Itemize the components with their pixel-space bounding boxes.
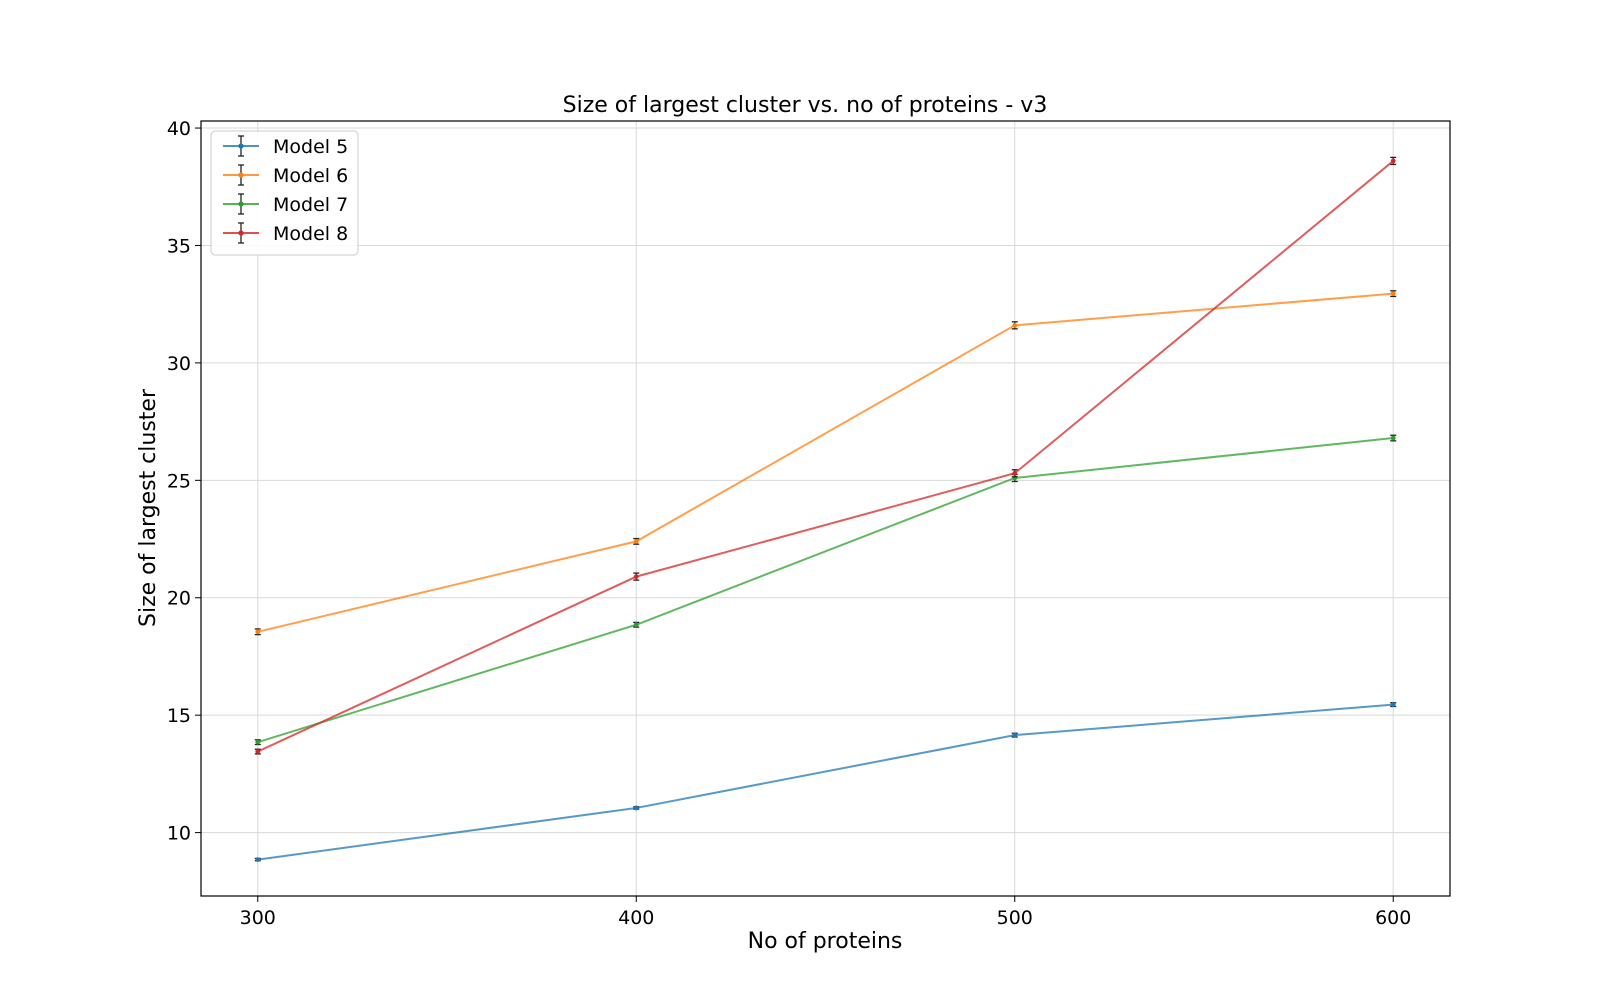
y-tick-label: 35	[167, 235, 191, 257]
data-point	[633, 538, 639, 544]
x-axis-label: No of proteins	[748, 929, 903, 954]
data-point	[633, 622, 639, 628]
data-point	[1012, 470, 1018, 476]
legend-item: Model 6	[223, 164, 348, 187]
plot-frame	[200, 120, 1451, 897]
y-axis-ticks: 10 15 20 25 30 35 40	[167, 118, 201, 845]
legend-label: Model 7	[273, 194, 348, 216]
legend-label: Model 6	[273, 165, 348, 187]
series-model-6	[254, 290, 1397, 636]
series-line	[257, 292, 1394, 633]
series-line	[257, 160, 1394, 753]
series-line	[257, 703, 1394, 861]
data-point	[633, 574, 639, 580]
data-point	[1012, 322, 1018, 328]
x-axis-ticks: 300 400 500 600	[240, 896, 1411, 929]
data-point	[1012, 732, 1018, 738]
data-point	[633, 805, 639, 811]
y-tick-label: 15	[167, 705, 191, 727]
legend-marker	[238, 172, 244, 178]
legend-label: Model 8	[273, 223, 348, 245]
data-point	[255, 739, 261, 745]
series-model-5	[254, 702, 1397, 862]
data-point	[255, 749, 261, 754]
legend-item: Model 7	[223, 193, 348, 216]
series-layer	[254, 156, 1397, 862]
x-tick-label: 600	[1375, 907, 1411, 929]
legend-item: Model 8	[223, 222, 348, 245]
grid	[201, 121, 1450, 896]
legend-marker	[238, 201, 244, 207]
chart-title: Size of largest cluster vs. no of protei…	[563, 93, 1048, 118]
y-tick-label: 30	[167, 353, 191, 375]
legend-item: Model 5	[223, 135, 348, 158]
legend-frame	[210, 130, 359, 256]
x-tick-label: 500	[997, 907, 1033, 929]
series-model-8	[254, 156, 1397, 755]
legend-marker	[238, 143, 244, 149]
legend-marker	[238, 230, 244, 236]
y-axis-label: Size of largest cluster	[136, 388, 161, 627]
data-point	[1390, 158, 1396, 164]
data-point	[1390, 291, 1396, 297]
legend-label: Model 5	[273, 136, 348, 158]
legend: Model 5 Model 6 Model 7 Model 8	[210, 130, 359, 256]
data-point	[255, 857, 261, 862]
y-tick-label: 40	[167, 118, 191, 140]
series-line	[257, 437, 1394, 744]
y-tick-label: 10	[167, 823, 191, 845]
x-tick-label: 300	[240, 907, 276, 929]
data-point	[255, 629, 261, 635]
y-tick-label: 25	[167, 470, 191, 492]
data-point	[1390, 435, 1396, 441]
x-tick-label: 400	[618, 907, 654, 929]
y-tick-label: 20	[167, 588, 191, 610]
series-model-7	[254, 434, 1397, 746]
data-point	[1390, 702, 1396, 707]
